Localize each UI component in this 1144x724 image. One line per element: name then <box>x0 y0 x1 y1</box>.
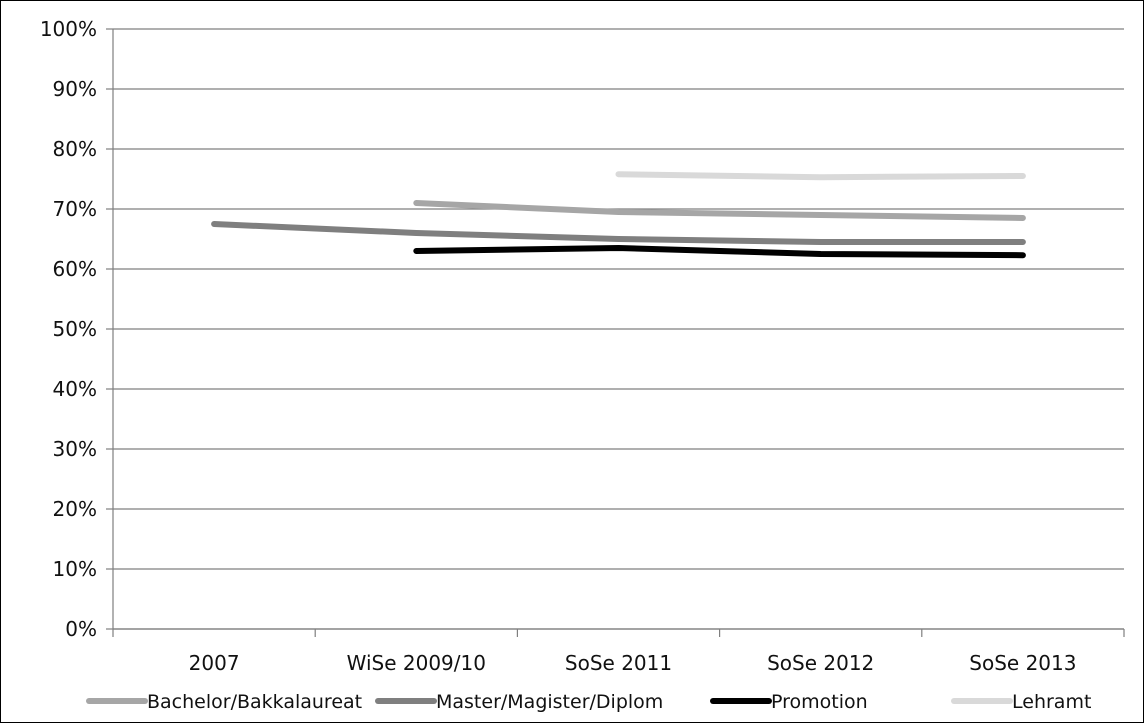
x-tick-label: 2007 <box>189 651 240 675</box>
series-master-magister-diplom <box>214 224 1023 242</box>
y-tick-label: 70% <box>53 197 97 221</box>
series-line <box>416 203 1023 218</box>
y-tick-label: 0% <box>65 617 97 641</box>
y-tick-label: 100% <box>40 17 97 41</box>
series-bachelor-bakkalaureat <box>416 203 1023 218</box>
y-tick-label: 60% <box>53 257 97 281</box>
y-tick-label: 10% <box>53 557 97 581</box>
y-tick-label: 90% <box>53 77 97 101</box>
y-tick-label: 50% <box>53 317 97 341</box>
x-tick-label: SoSe 2011 <box>565 651 672 675</box>
series-line <box>416 248 1023 255</box>
x-tick-label: SoSe 2013 <box>969 651 1076 675</box>
legend-label: Master/Magister/Diplom <box>436 691 663 713</box>
y-tick-label: 40% <box>53 377 97 401</box>
legend-label: Lehramt <box>1012 691 1091 713</box>
y-tick-label: 20% <box>53 497 97 521</box>
y-tick-label: 80% <box>53 137 97 161</box>
series-line <box>619 174 1023 177</box>
series-line <box>214 224 1023 242</box>
legend-label: Promotion <box>771 691 868 713</box>
x-tick-label: SoSe 2012 <box>767 651 874 675</box>
legend-label: Bachelor/Bakkalaureat <box>147 691 362 713</box>
series-lehramt <box>618 174 1023 177</box>
x-tick-label: WiSe 2009/10 <box>347 651 486 675</box>
series-promotion <box>416 248 1023 255</box>
y-tick-label: 30% <box>53 437 97 461</box>
